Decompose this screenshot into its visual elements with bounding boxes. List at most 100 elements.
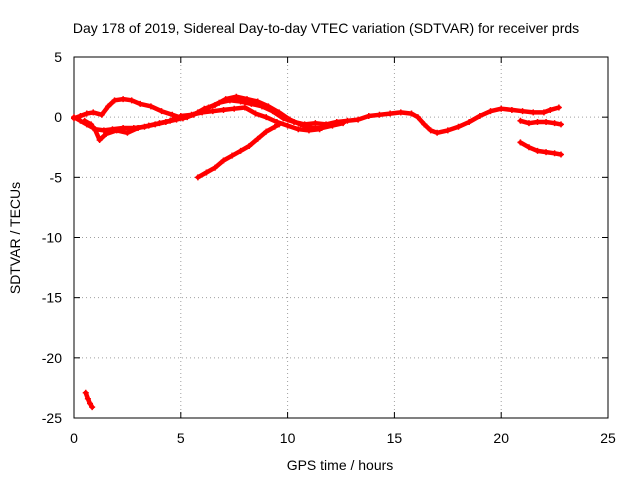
data-point xyxy=(113,127,120,134)
y-tick-label: -20 xyxy=(42,350,62,366)
data-point xyxy=(534,147,541,154)
data-point xyxy=(254,98,261,105)
data-point xyxy=(263,114,270,121)
data-point xyxy=(246,143,253,150)
data-point xyxy=(365,112,372,119)
y-tick-label: 0 xyxy=(54,109,62,125)
data-point xyxy=(329,122,336,129)
data-point xyxy=(241,104,248,111)
data-point xyxy=(286,116,293,123)
data-point xyxy=(128,97,135,104)
data-point xyxy=(487,108,494,115)
data-point xyxy=(167,117,174,124)
data-point xyxy=(534,118,541,125)
data-point xyxy=(466,118,473,125)
data-point xyxy=(84,395,91,402)
data-point xyxy=(376,111,383,118)
data-point xyxy=(169,111,176,118)
series-late-lower-branch xyxy=(517,139,565,158)
series-late-mid-branch xyxy=(517,117,565,128)
data-point xyxy=(558,151,565,158)
data-point xyxy=(525,144,532,151)
data-point xyxy=(199,109,206,116)
data-point xyxy=(517,117,524,124)
data-point xyxy=(455,123,462,130)
y-tick-label: -10 xyxy=(42,230,62,246)
data-point xyxy=(105,103,112,110)
data-point xyxy=(284,122,291,129)
data-point xyxy=(344,117,351,124)
data-point xyxy=(220,157,227,164)
data-point xyxy=(276,109,283,116)
x-axis-label: GPS time / hours xyxy=(287,457,394,473)
data-point xyxy=(90,109,97,116)
data-point xyxy=(355,116,362,123)
data-point xyxy=(254,135,261,142)
data-point xyxy=(305,127,312,134)
y-tick-label: -5 xyxy=(50,169,63,185)
data-point xyxy=(231,105,238,112)
data-point xyxy=(312,120,319,127)
data-point xyxy=(414,114,421,121)
data-point xyxy=(498,105,505,112)
y-tick-label: 5 xyxy=(54,49,62,65)
x-tick-label: 15 xyxy=(387,430,403,446)
data-point xyxy=(387,110,394,117)
data-point xyxy=(124,129,131,136)
data-point xyxy=(530,109,537,116)
data-point xyxy=(543,118,550,125)
data-point xyxy=(100,127,107,134)
data-point xyxy=(295,126,302,133)
data-point xyxy=(211,102,218,109)
x-tick-label: 20 xyxy=(493,430,509,446)
y-tick-labels: -25 -20 -15 -10 -5 0 5 xyxy=(42,49,62,426)
data-point xyxy=(551,120,558,127)
data-point xyxy=(297,121,304,128)
data-point xyxy=(96,137,103,144)
chart-title: Day 178 of 2019, Sidereal Day-to-day VTE… xyxy=(73,20,579,36)
data-point xyxy=(444,127,451,134)
data-point xyxy=(88,121,95,128)
data-series xyxy=(71,93,565,411)
data-point xyxy=(427,127,434,134)
data-point xyxy=(408,110,415,117)
data-point xyxy=(111,97,118,104)
x-tick-label: 0 xyxy=(70,430,78,446)
data-point xyxy=(229,152,236,159)
y-axis-label: SDTVAR / TECUs xyxy=(7,182,23,294)
data-point xyxy=(551,150,558,157)
data-point xyxy=(558,121,565,128)
axis-ticks xyxy=(73,56,609,419)
series-outlier-cluster xyxy=(82,389,96,411)
data-point xyxy=(77,112,84,119)
data-point xyxy=(83,110,90,117)
data-point xyxy=(547,106,554,113)
data-point xyxy=(543,149,550,156)
data-point xyxy=(421,121,428,128)
data-point xyxy=(222,96,229,103)
data-point xyxy=(263,128,270,135)
data-point xyxy=(244,96,251,103)
data-point xyxy=(265,103,272,110)
data-point xyxy=(87,400,94,407)
series-lower-branch xyxy=(81,104,323,144)
data-point xyxy=(82,389,89,396)
data-point xyxy=(508,106,515,113)
data-point xyxy=(434,129,441,136)
data-point xyxy=(89,404,96,411)
data-point xyxy=(271,123,278,130)
data-point xyxy=(188,111,195,118)
data-point xyxy=(540,109,547,116)
data-point xyxy=(340,120,347,127)
series-descending-branch xyxy=(194,121,283,181)
data-point xyxy=(220,106,227,113)
data-point xyxy=(81,117,88,124)
x-tick-label: 5 xyxy=(177,430,185,446)
data-point xyxy=(476,112,483,119)
y-tick-label: -25 xyxy=(42,410,62,426)
data-point xyxy=(103,131,110,138)
data-point xyxy=(209,108,216,115)
data-point xyxy=(158,108,165,115)
data-point xyxy=(316,126,323,133)
